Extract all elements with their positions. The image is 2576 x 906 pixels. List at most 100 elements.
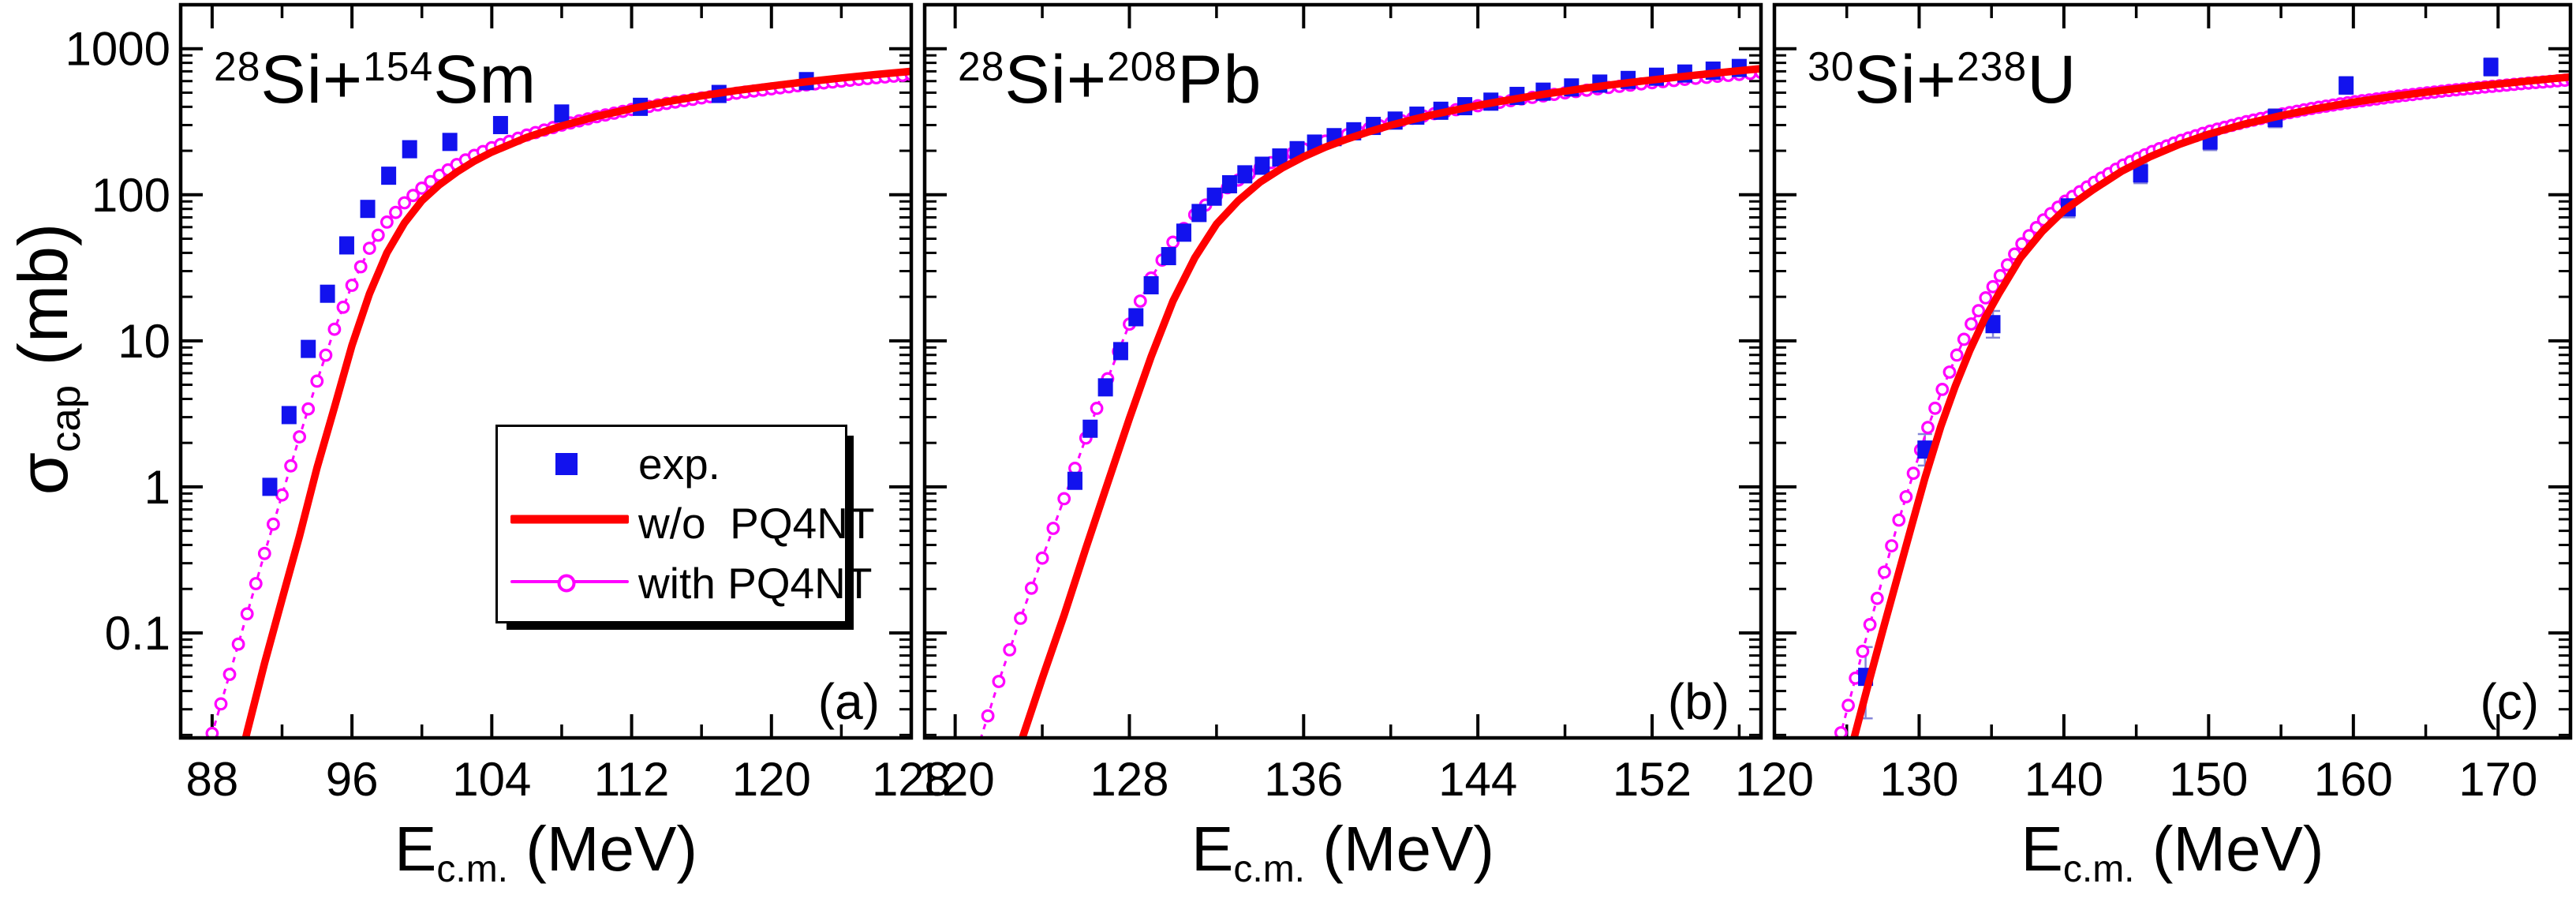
legend: exp. w/o PQ4NT with PQ4NT [495, 425, 875, 623]
exp-data-point [442, 133, 458, 152]
with-pq4nt-circle-marker [992, 675, 1006, 688]
panel-letter-c: (c) [2480, 673, 2539, 730]
with-pq4nt-circle-marker [1935, 383, 1950, 396]
exp-data-point [1128, 308, 1144, 327]
exp-data-point [281, 406, 297, 425]
x-tick-label: 120 [732, 753, 811, 806]
x-tick-label: 104 [452, 753, 531, 806]
panel-frame [1772, 2, 2573, 740]
with-pq4nt-circle-marker [1035, 551, 1049, 565]
x-tick-label: 96 [326, 753, 379, 806]
panel-frame [178, 2, 914, 740]
with-pq4nt-circle-marker [1090, 402, 1104, 415]
with-pq4nt-circle-marker [1942, 365, 1957, 379]
x-tick-label: 160 [2314, 753, 2393, 806]
exp-data-point [1097, 378, 1113, 397]
panel-letter-a: (a) [817, 673, 880, 730]
text: U [2027, 42, 2077, 118]
x-tick-label: 150 [2169, 753, 2248, 806]
with-pq4nt-circle-marker [1957, 332, 1971, 346]
exp-data-point [1985, 315, 2001, 334]
text: (MeV) [1305, 814, 1495, 884]
with-pq4nt-circle-marker [1928, 401, 1942, 415]
with-pq4nt-circle-marker [353, 260, 368, 274]
legend-label-wo-pq4nt: w/o PQ4NT [638, 499, 875, 548]
with-pq4nt-circle-marker [1014, 612, 1027, 625]
y-axis-title: σcap (mb) [3, 223, 89, 496]
with-pq4nt-circle-marker [1003, 643, 1017, 657]
with-pq4nt-circle-marker [301, 402, 316, 416]
with-pq4nt-circle-marker [415, 181, 429, 195]
x-tick-label: 140 [2025, 753, 2103, 806]
legend-label-with-pq4nt: with PQ4NT [638, 559, 873, 608]
with-pq4nt-circle-marker [1950, 348, 1964, 362]
exp-data-point [1112, 342, 1128, 361]
script-text: c.m. [436, 848, 509, 891]
x-tick-label: 144 [1438, 753, 1517, 806]
with-pq4nt-circle-marker [319, 348, 333, 362]
y-tick-label: 0.1 [105, 607, 170, 660]
exp-data-point [1143, 275, 1159, 294]
x-tick-label: 120 [916, 753, 995, 806]
with-pq4nt-circle-marker [1899, 490, 1913, 504]
series-group [1834, 57, 2569, 736]
exp-data-point [2483, 58, 2499, 77]
with-pq4nt-circle-marker [257, 546, 271, 560]
with-pq4nt-circle-marker [1986, 279, 2000, 294]
script-text: 208 [1107, 43, 1178, 89]
with-pq4nt-circle-marker [345, 279, 359, 292]
wo-pq4nt-curve [1019, 65, 1759, 736]
exp-data-point [1191, 204, 1207, 223]
legend-label-exp: exp. [638, 440, 720, 489]
exp-data-point [301, 339, 316, 358]
x-tick-label: 136 [1264, 753, 1343, 806]
script-text: c.m. [2062, 848, 2135, 891]
with-pq4nt-circle-marker [1870, 591, 1884, 605]
y-title-segment: σ [4, 452, 82, 496]
text: Si+ [1854, 42, 1957, 118]
with-pq4nt-circle-marker [1046, 522, 1060, 535]
series-group [205, 67, 910, 736]
text: (MeV) [2134, 814, 2324, 884]
with-pq4nt-circle-marker [380, 215, 394, 229]
exp-data-point [1221, 174, 1237, 193]
x-tick-label: 130 [1879, 753, 1958, 806]
with-pq4nt-circle-marker [267, 517, 280, 531]
exp-data-point [262, 477, 278, 496]
with-pq4nt-circle-marker [398, 196, 411, 210]
with-pq4nt-circle-marker [1133, 294, 1147, 308]
with-pq4nt-circle-marker [231, 637, 245, 651]
with-pq4nt-circle-marker [336, 300, 350, 314]
exp-data-point [1272, 148, 1288, 167]
with-pq4nt-circle-marker [1841, 698, 1856, 713]
y-title-segment: cap [42, 384, 89, 453]
y-tick-label: 1 [144, 461, 170, 514]
with-pq4nt-circle-marker [362, 241, 376, 256]
script-text: 28 [214, 43, 261, 89]
with-pq4nt-circle-marker [1965, 317, 1978, 331]
x-axis-title-2: Ec.m. (MeV) [1191, 813, 1495, 890]
x-tick-label: 88 [186, 753, 239, 806]
with-pq4nt-circle-marker [205, 726, 219, 736]
exp-data-point [1176, 223, 1191, 242]
exp-data-point [381, 167, 397, 185]
with-pq4nt-circle-marker [1921, 421, 1935, 435]
exp-data-point [554, 104, 570, 123]
x-tick-label: 128 [872, 753, 951, 806]
exp-data-point [360, 200, 376, 219]
text: (MeV) [508, 814, 698, 884]
exp-data-point [1067, 471, 1082, 490]
panel-title-1: 28Si+154Sm [214, 41, 537, 119]
panel-(b): 120 128 136 144 152 [916, 2, 1763, 806]
panel-letter-b: (b) [1667, 673, 1729, 730]
text: Sm [433, 42, 537, 118]
with-pq4nt-circle-marker [1856, 644, 1870, 658]
x-tick-label: 170 [2458, 753, 2537, 806]
exp-data-point [2339, 76, 2354, 95]
with-pq4nt-circle-marker [981, 709, 995, 723]
x-tick-label: 112 [594, 753, 670, 806]
wo-pq4nt-curve [242, 67, 910, 736]
with-pq4nt-circle-marker [214, 697, 228, 711]
